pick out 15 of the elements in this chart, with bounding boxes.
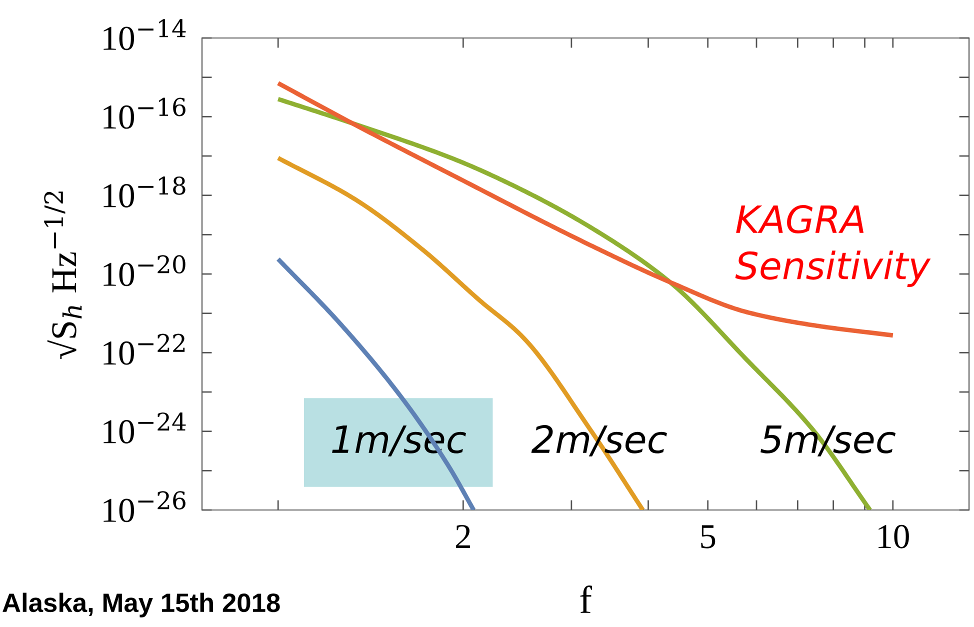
x-tick-label: 10 bbox=[878, 524, 909, 548]
y-axis-title: √S$_{h}$ Hz$^{−1/2}$ bbox=[44, 192, 82, 360]
x-axis-title: f bbox=[580, 586, 592, 613]
y-tick-label: 10$^{−26}$ bbox=[104, 491, 186, 522]
annotation: KAGRA Sensitivity bbox=[735, 205, 931, 287]
x-tick-label: 2 bbox=[456, 524, 470, 548]
y-tick-label: 10$^{−14}$ bbox=[104, 19, 186, 50]
y-tick-label: 10$^{−22}$ bbox=[104, 334, 185, 365]
y-tick-label: 10$^{−18}$ bbox=[104, 176, 186, 208]
annotation: 1m/sec bbox=[332, 426, 466, 456]
y-tick-label: 10$^{−24}$ bbox=[104, 412, 186, 444]
y-tick-label: 10$^{−16}$ bbox=[104, 98, 186, 129]
x-tick-label: 5 bbox=[701, 525, 716, 548]
y-tick-label: 10$^{−20}$ bbox=[104, 255, 186, 286]
text: Alaska, May 15th 2018 bbox=[2, 592, 280, 618]
